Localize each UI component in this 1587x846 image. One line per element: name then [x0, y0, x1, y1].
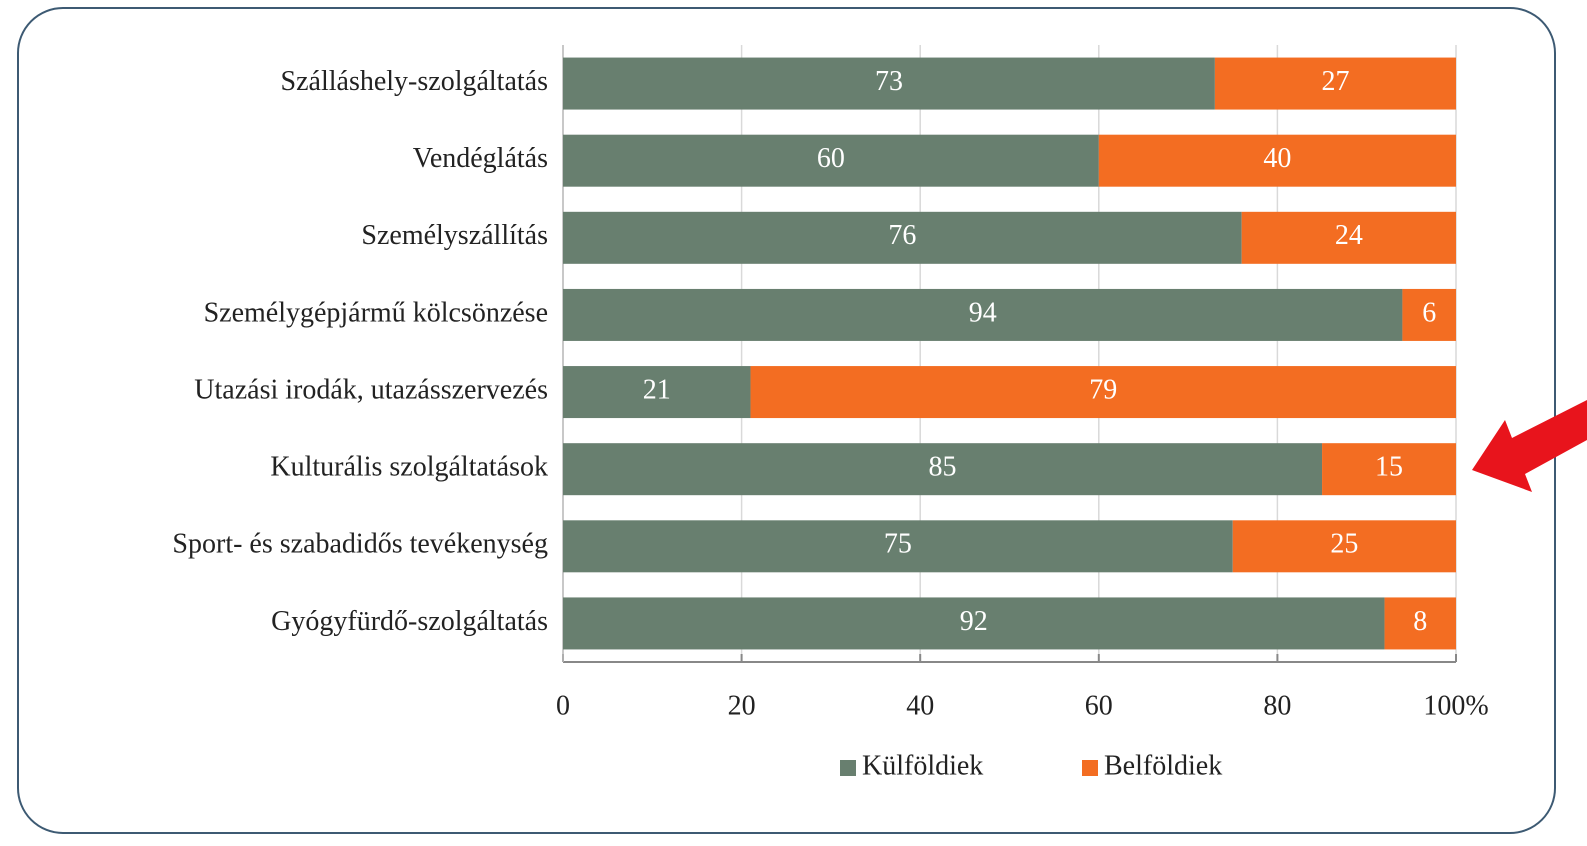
- data-label: 92: [960, 606, 988, 637]
- legend-label: Belföldiek: [1104, 750, 1222, 781]
- bar-segment: [563, 443, 1323, 496]
- data-label: 73: [875, 66, 903, 97]
- bar-segment: [563, 211, 1242, 264]
- bar-segment: [1098, 134, 1456, 187]
- frame: [17, 7, 1556, 834]
- y-tick-label: Utazási irodák, utazásszervezés: [194, 374, 548, 405]
- y-tick-label: Szálláshely-szolgáltatás: [281, 66, 548, 97]
- bar-segment: [1384, 597, 1456, 650]
- data-label: 75: [884, 529, 912, 560]
- data-label: 25: [1330, 529, 1358, 560]
- data-label: 79: [1089, 374, 1117, 405]
- x-tick-label: 100%: [1423, 690, 1488, 721]
- y-tick-label: Vendéglátás: [413, 143, 548, 174]
- data-label: 60: [817, 143, 845, 174]
- y-tick-label: Gyógyfürdő-szolgáltatás: [271, 606, 548, 637]
- y-tick-label: Kulturális szolgáltatások: [270, 452, 548, 483]
- data-label: 40: [1263, 143, 1291, 174]
- data-label: 85: [929, 452, 957, 483]
- x-tick-label: 0: [556, 690, 570, 721]
- bar-segment: [1402, 288, 1456, 341]
- bar-segment: [1232, 520, 1456, 573]
- data-label: 76: [888, 220, 916, 251]
- bar-segment: [563, 597, 1385, 650]
- y-tick-label: Sport- és szabadidős tevékenység: [172, 529, 548, 560]
- data-label: 24: [1335, 220, 1363, 251]
- data-label: 6: [1422, 297, 1436, 328]
- bar-segment: [563, 134, 1099, 187]
- x-tick-label: 80: [1263, 690, 1291, 721]
- data-label: 8: [1413, 606, 1427, 637]
- x-tick-label: 60: [1085, 690, 1113, 721]
- arrow: [1472, 400, 1587, 492]
- bar-segment: [563, 520, 1233, 573]
- bar-segment: [563, 57, 1215, 110]
- bar-segment: [1241, 211, 1456, 264]
- bar-segment: [750, 366, 1456, 419]
- bar-segment: [1322, 443, 1456, 496]
- x-tick-label: 20: [728, 690, 756, 721]
- legend-swatch: [1082, 760, 1098, 776]
- data-label: 94: [969, 297, 997, 328]
- legend-label: Külföldiek: [862, 750, 983, 781]
- bar-segment: [563, 366, 751, 419]
- bar-segment: [563, 288, 1403, 341]
- legend-swatch: [840, 760, 856, 776]
- y-tick-label: Személyszállítás: [361, 220, 548, 251]
- data-label: 27: [1321, 66, 1349, 97]
- data-label: 15: [1375, 452, 1403, 483]
- data-label: 21: [643, 374, 671, 405]
- y-tick-label: Személygépjármű kölcsönzése: [204, 297, 548, 328]
- bar-segment: [1214, 57, 1456, 110]
- x-tick-label: 40: [906, 690, 934, 721]
